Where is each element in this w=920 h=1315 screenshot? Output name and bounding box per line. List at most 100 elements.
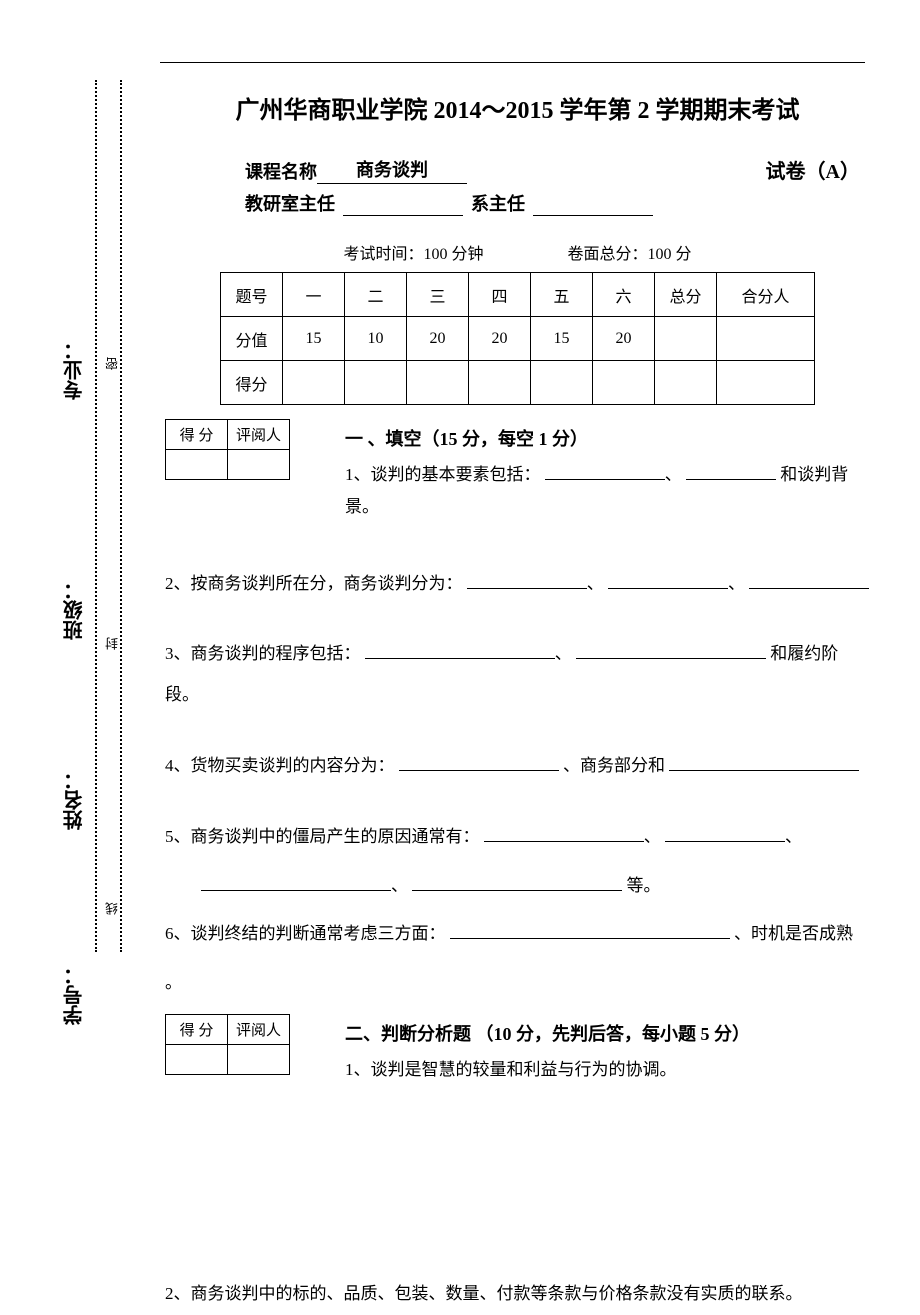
side-label-major: 专业： [60,340,89,400]
score-got-row: 得分 [221,361,815,405]
s2-q1: 1、谈判是智慧的较量和利益与行为的协调。 [345,1054,870,1086]
section-2: 得 分 评阅人 二、判断分析题 （10 分，先判后答，每小题 5 分） 1、谈判… [165,1014,870,1086]
q4-prefix: 4、货物买卖谈判的内容分为： [165,756,395,775]
score-col-2: 二 [345,273,407,317]
mini2-h2: 评阅人 [228,1014,290,1044]
score-col-7: 总分 [655,273,717,317]
mini2-reviewer[interactable] [228,1044,290,1074]
score-r1c2: 10 [345,317,407,361]
score-col-4: 四 [469,273,531,317]
q6-cont: 。 [165,963,870,1004]
mini2-h1: 得 分 [166,1014,228,1044]
mini-score-box-2: 得 分 评阅人 [165,1014,290,1075]
top-rule [160,62,865,63]
score-col-6: 六 [593,273,655,317]
score-header-row: 题号 一 二 三 四 五 六 总分 合分人 [221,273,815,317]
paper-code: 试卷（A） [766,155,860,184]
score-r2c1[interactable] [283,361,345,405]
score-r2c8[interactable] [717,361,815,405]
score-r1c4: 20 [469,317,531,361]
q3-blank1[interactable] [365,658,555,659]
dept-label: 系主任 [471,190,525,216]
side-label-id: 学号： [60,965,89,1025]
mini1-reviewer[interactable] [228,450,290,480]
q2-blank1[interactable] [467,588,587,589]
score-col-0: 题号 [221,273,283,317]
director-row: 教研室主任 系主任 [245,190,870,216]
director-blank[interactable] [343,215,463,216]
side-label-name: 姓名： [60,770,89,830]
q3-prefix: 3、商务谈判的程序包括： [165,644,361,663]
score-col-1: 一 [283,273,345,317]
score-r2c6[interactable] [593,361,655,405]
q5-prefix: 5、商务谈判中的僵局产生的原因通常有： [165,827,480,846]
mini-score-box-1: 得 分 评阅人 [165,419,290,480]
mini1-score[interactable] [166,450,228,480]
section2-title: 二、判断分析题 （10 分，先判后答，每小题 5 分） [345,1020,870,1046]
score-r2c4[interactable] [469,361,531,405]
q2-prefix: 2、按商务谈判所在分，商务谈判分为： [165,574,463,593]
exam-title: 广州华商职业学院 2014～2015 学年第 2 学期期末考试 [165,90,870,125]
score-r1c3: 20 [407,317,469,361]
mini1-h2: 评阅人 [228,420,290,450]
q1-prefix: 1、谈判的基本要素包括： [345,465,541,484]
score-r1c8 [717,317,815,361]
q5-blank4[interactable] [412,890,622,891]
q5-blank1[interactable] [484,841,644,842]
score-r1c5: 15 [531,317,593,361]
q5-cont: 、 等。 [201,866,870,907]
meta-row: 考试时间：100 分钟 卷面总分：100 分 [165,240,870,264]
s2-q2: 2、商务谈判中的标的、品质、包装、数量、付款等条款与价格条款没有实质的联系。 [165,1274,870,1315]
score-col-8: 合分人 [717,273,815,317]
side-label-class: 班级： [60,580,89,640]
q1-blank2[interactable] [686,479,776,480]
mini1-h1: 得 分 [166,420,228,450]
score-r1c7 [655,317,717,361]
q6-cont-prefix: 。 [165,973,182,992]
course-row: 课程名称 商务谈判 试卷（A） [245,155,870,184]
section-1: 得 分 评阅人 一 、填空（15 分，每空 1 分） 1、谈判的基本要素包括： … [165,419,870,524]
score-r2c2[interactable] [345,361,407,405]
q5-blank2[interactable] [665,841,785,842]
score-r2c5[interactable] [531,361,593,405]
score-r2c3[interactable] [407,361,469,405]
course-label: 课程名称 [245,158,317,184]
q2-line: 2、按商务谈判所在分，商务谈判分为： 、 、 [165,564,870,605]
course-name: 商务谈判 [317,156,467,184]
binding-dots-right [120,80,122,952]
score-r1c6: 20 [593,317,655,361]
director-label: 教研室主任 [245,190,335,216]
exam-time: 考试时间：100 分钟 [343,246,483,263]
score-row2-label: 得分 [221,361,283,405]
q6-blank1[interactable] [450,938,730,939]
score-table: 题号 一 二 三 四 五 六 总分 合分人 分值 15 10 20 20 15 … [220,272,815,405]
q6-line: 6、谈判终结的判断通常考虑三方面： 、时机是否成熟 [165,914,870,955]
binding-dots-left [95,80,97,952]
q2-blank3[interactable] [749,588,869,589]
dept-blank[interactable] [533,215,653,216]
score-r2c7[interactable] [655,361,717,405]
q4-blank1[interactable] [399,770,559,771]
q1-blank1[interactable] [545,479,665,480]
mini2-score[interactable] [166,1044,228,1074]
score-value-row: 分值 15 10 20 20 15 20 [221,317,815,361]
q5-line: 5、商务谈判中的僵局产生的原因通常有： 、 、 [165,817,870,858]
q3-line: 3、商务谈判的程序包括： 、 和履约阶段。 [165,634,870,716]
section1-title: 一 、填空（15 分，每空 1 分） [345,425,870,451]
q4-blank2[interactable] [669,770,859,771]
q5-blank3[interactable] [201,890,391,891]
q6-prefix: 6、谈判终结的判断通常考虑三方面： [165,924,446,943]
score-r1c1: 15 [283,317,345,361]
score-col-5: 五 [531,273,593,317]
q4-mid: 、商务部分和 [563,756,665,775]
score-col-3: 三 [407,273,469,317]
q5-cont-suffix: 等。 [627,876,661,895]
q3-blank2[interactable] [576,658,766,659]
seal-char-2: 封 [103,635,122,650]
q4-line: 4、货物买卖谈判的内容分为： 、商务部分和 [165,746,870,787]
q2-blank2[interactable] [608,588,728,589]
exam-fullmark: 卷面总分：100 分 [568,246,692,263]
seal-char-1: 密 [103,355,122,370]
seal-char-3: 线 [103,900,122,915]
q6-suffix: 、时机是否成熟 [734,924,853,943]
